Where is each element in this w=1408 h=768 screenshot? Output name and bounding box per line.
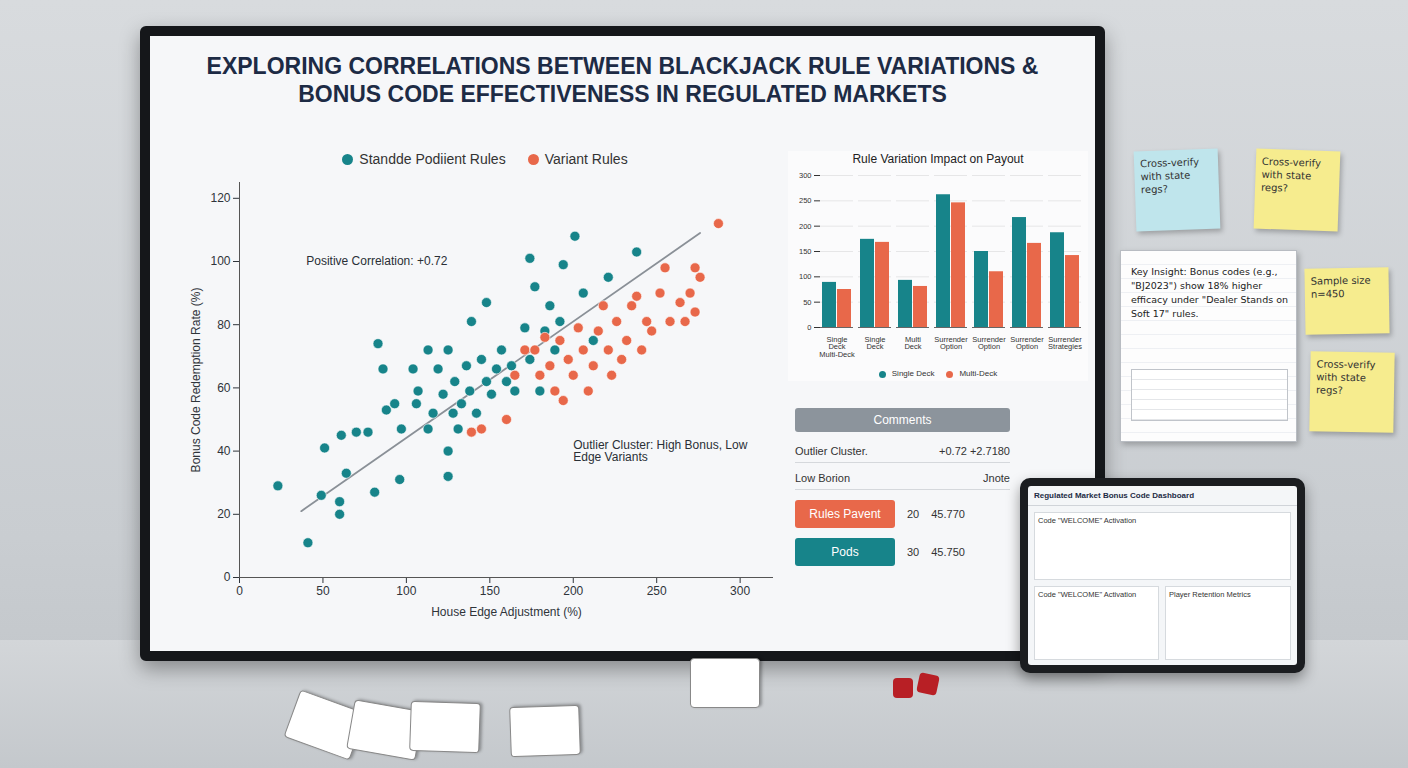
svg-text:250: 250 xyxy=(799,196,812,205)
html-text:Rule Variation Impact on Payou: Rule Variation Impact on Payout xyxy=(852,152,1024,166)
html-text:Player Retention Metrics: Player Retention Metrics xyxy=(1169,590,1251,599)
svg-text:200: 200 xyxy=(563,584,583,598)
svg-text:Positive Correlation: +0.72: Positive Correlation: +0.72 xyxy=(306,254,447,268)
html-text:Variant Rules: Variant Rules xyxy=(544,151,628,167)
svg-text:80: 80 xyxy=(217,318,231,332)
svg-text:100: 100 xyxy=(396,584,416,598)
svg-text:Bonus Code Redemption Rate (%): Bonus Code Redemption Rate (%) xyxy=(189,288,203,473)
html-text:Key Insight: Bonus codes (e.g.: Key Insight: Bonus codes (e.g., "BJ2023"… xyxy=(1131,266,1288,319)
html-text:Standde Podiient Rules: Standde Podiient Rules xyxy=(359,151,506,167)
html-text:Single Deck: Single Deck xyxy=(891,369,935,378)
html-text:Cross-verify with state regs?: Cross-verify with state regs? xyxy=(1260,155,1322,194)
svg-text:SurrenderOption: SurrenderOption xyxy=(934,335,968,352)
html-text:20: 20 xyxy=(907,508,920,520)
svg-text:House Edge Adjustment (%): House Edge Adjustment (%) xyxy=(431,605,582,619)
html-text:Rules Pavent: Rules Pavent xyxy=(809,507,881,521)
svg-text:40: 40 xyxy=(217,444,231,458)
svg-text:150: 150 xyxy=(480,584,500,598)
svg-text:150: 150 xyxy=(799,247,812,256)
html-text:Code "WELCOME" Activation: Code "WELCOME" Activation xyxy=(1038,590,1137,599)
svg-text:100: 100 xyxy=(210,254,230,268)
svg-text:60: 60 xyxy=(217,381,231,395)
svg-text:SurrenderStrategies: SurrenderStrategies xyxy=(1048,335,1082,352)
svg-text:Outlier Cluster: High Bonus, L: Outlier Cluster: High Bonus, LowEdge Var… xyxy=(573,438,747,464)
html-text:Pods: Pods xyxy=(831,545,859,559)
html-text:45.770: 45.770 xyxy=(931,508,965,520)
svg-text:SingleDeck: SingleDeck xyxy=(865,335,886,352)
svg-text:200: 200 xyxy=(799,222,812,231)
html-text:+0.72 +2.7180: +0.72 +2.7180 xyxy=(939,445,1010,457)
html-text:Outlier Cluster.: Outlier Cluster. xyxy=(795,445,868,457)
html-text:Multi-Deck: Multi-Deck xyxy=(959,369,998,378)
svg-text:300: 300 xyxy=(730,584,750,598)
svg-text:120: 120 xyxy=(210,191,230,205)
html-text:Regulated Market Bonus Code Da: Regulated Market Bonus Code Dashboard xyxy=(1034,491,1194,500)
html-text:Low Borion: Low Borion xyxy=(795,472,850,484)
html-text:Comments: Comments xyxy=(873,413,932,427)
svg-text:50: 50 xyxy=(316,584,330,598)
html-text:Cross-verify with state regs?: Cross-verify with state regs? xyxy=(1139,156,1200,196)
svg-text:250: 250 xyxy=(647,584,667,598)
html-text:Sample size n=450: Sample size n=450 xyxy=(1310,274,1371,300)
html-text:Cross-verify with state regs?: Cross-verify with state regs? xyxy=(1315,358,1376,396)
svg-text:SingleDeckMulti-Deck: SingleDeckMulti-Deck xyxy=(819,335,855,359)
html-text:EXPLORING CORRELATIONS BETWEEN: EXPLORING CORRELATIONS BETWEEN BLACKJACK… xyxy=(206,53,1039,107)
html-text:Jnote: Jnote xyxy=(983,472,1010,484)
svg-text:0: 0 xyxy=(224,570,231,584)
svg-text:0: 0 xyxy=(807,323,811,332)
svg-text:SurrenderOption: SurrenderOption xyxy=(972,335,1006,352)
svg-text:MultiDeck: MultiDeck xyxy=(904,335,921,352)
svg-text:20: 20 xyxy=(217,507,231,521)
svg-text:100: 100 xyxy=(799,272,812,281)
html-text:45.750: 45.750 xyxy=(931,546,965,558)
html-text:30: 30 xyxy=(907,546,920,558)
svg-text:0: 0 xyxy=(236,584,243,598)
html-text:Code "WELCOME" Activation: Code "WELCOME" Activation xyxy=(1038,516,1137,525)
svg-text:SurrenderOption: SurrenderOption xyxy=(1010,335,1044,352)
svg-text:50: 50 xyxy=(803,298,811,307)
svg-text:300: 300 xyxy=(799,171,812,180)
